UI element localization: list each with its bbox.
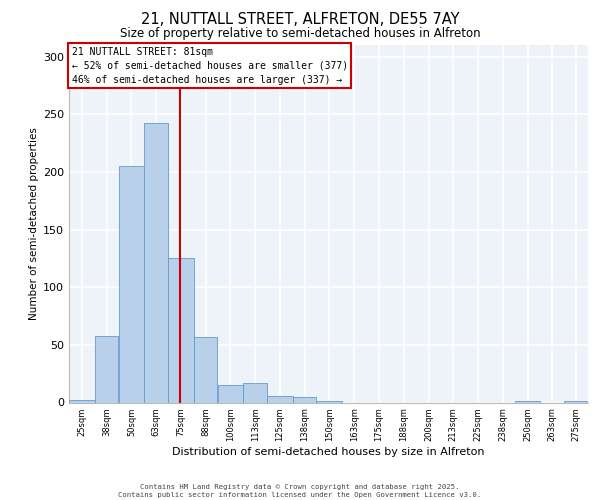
Text: Contains HM Land Registry data © Crown copyright and database right 2025.
Contai: Contains HM Land Registry data © Crown c… (118, 484, 482, 498)
Bar (194, 337, 217, 402)
Text: Size of property relative to semi-detached houses in Alfreton: Size of property relative to semi-detach… (119, 28, 481, 40)
Bar (145, 124, 168, 402)
Bar (267, 396, 293, 402)
Bar (69, 400, 95, 402)
Bar (293, 396, 316, 402)
Bar (244, 383, 267, 402)
Y-axis label: Number of semi-detached properties: Number of semi-detached properties (29, 128, 39, 320)
Bar (218, 385, 243, 402)
Bar (95, 336, 118, 402)
X-axis label: Distribution of semi-detached houses by size in Alfreton: Distribution of semi-detached houses by … (172, 447, 485, 457)
Text: 21, NUTTALL STREET, ALFRETON, DE55 7AY: 21, NUTTALL STREET, ALFRETON, DE55 7AY (141, 12, 459, 28)
Bar (168, 258, 194, 402)
Bar (119, 166, 144, 402)
Text: 21 NUTTALL STREET: 81sqm
← 52% of semi-detached houses are smaller (377)
46% of : 21 NUTTALL STREET: 81sqm ← 52% of semi-d… (71, 47, 348, 85)
